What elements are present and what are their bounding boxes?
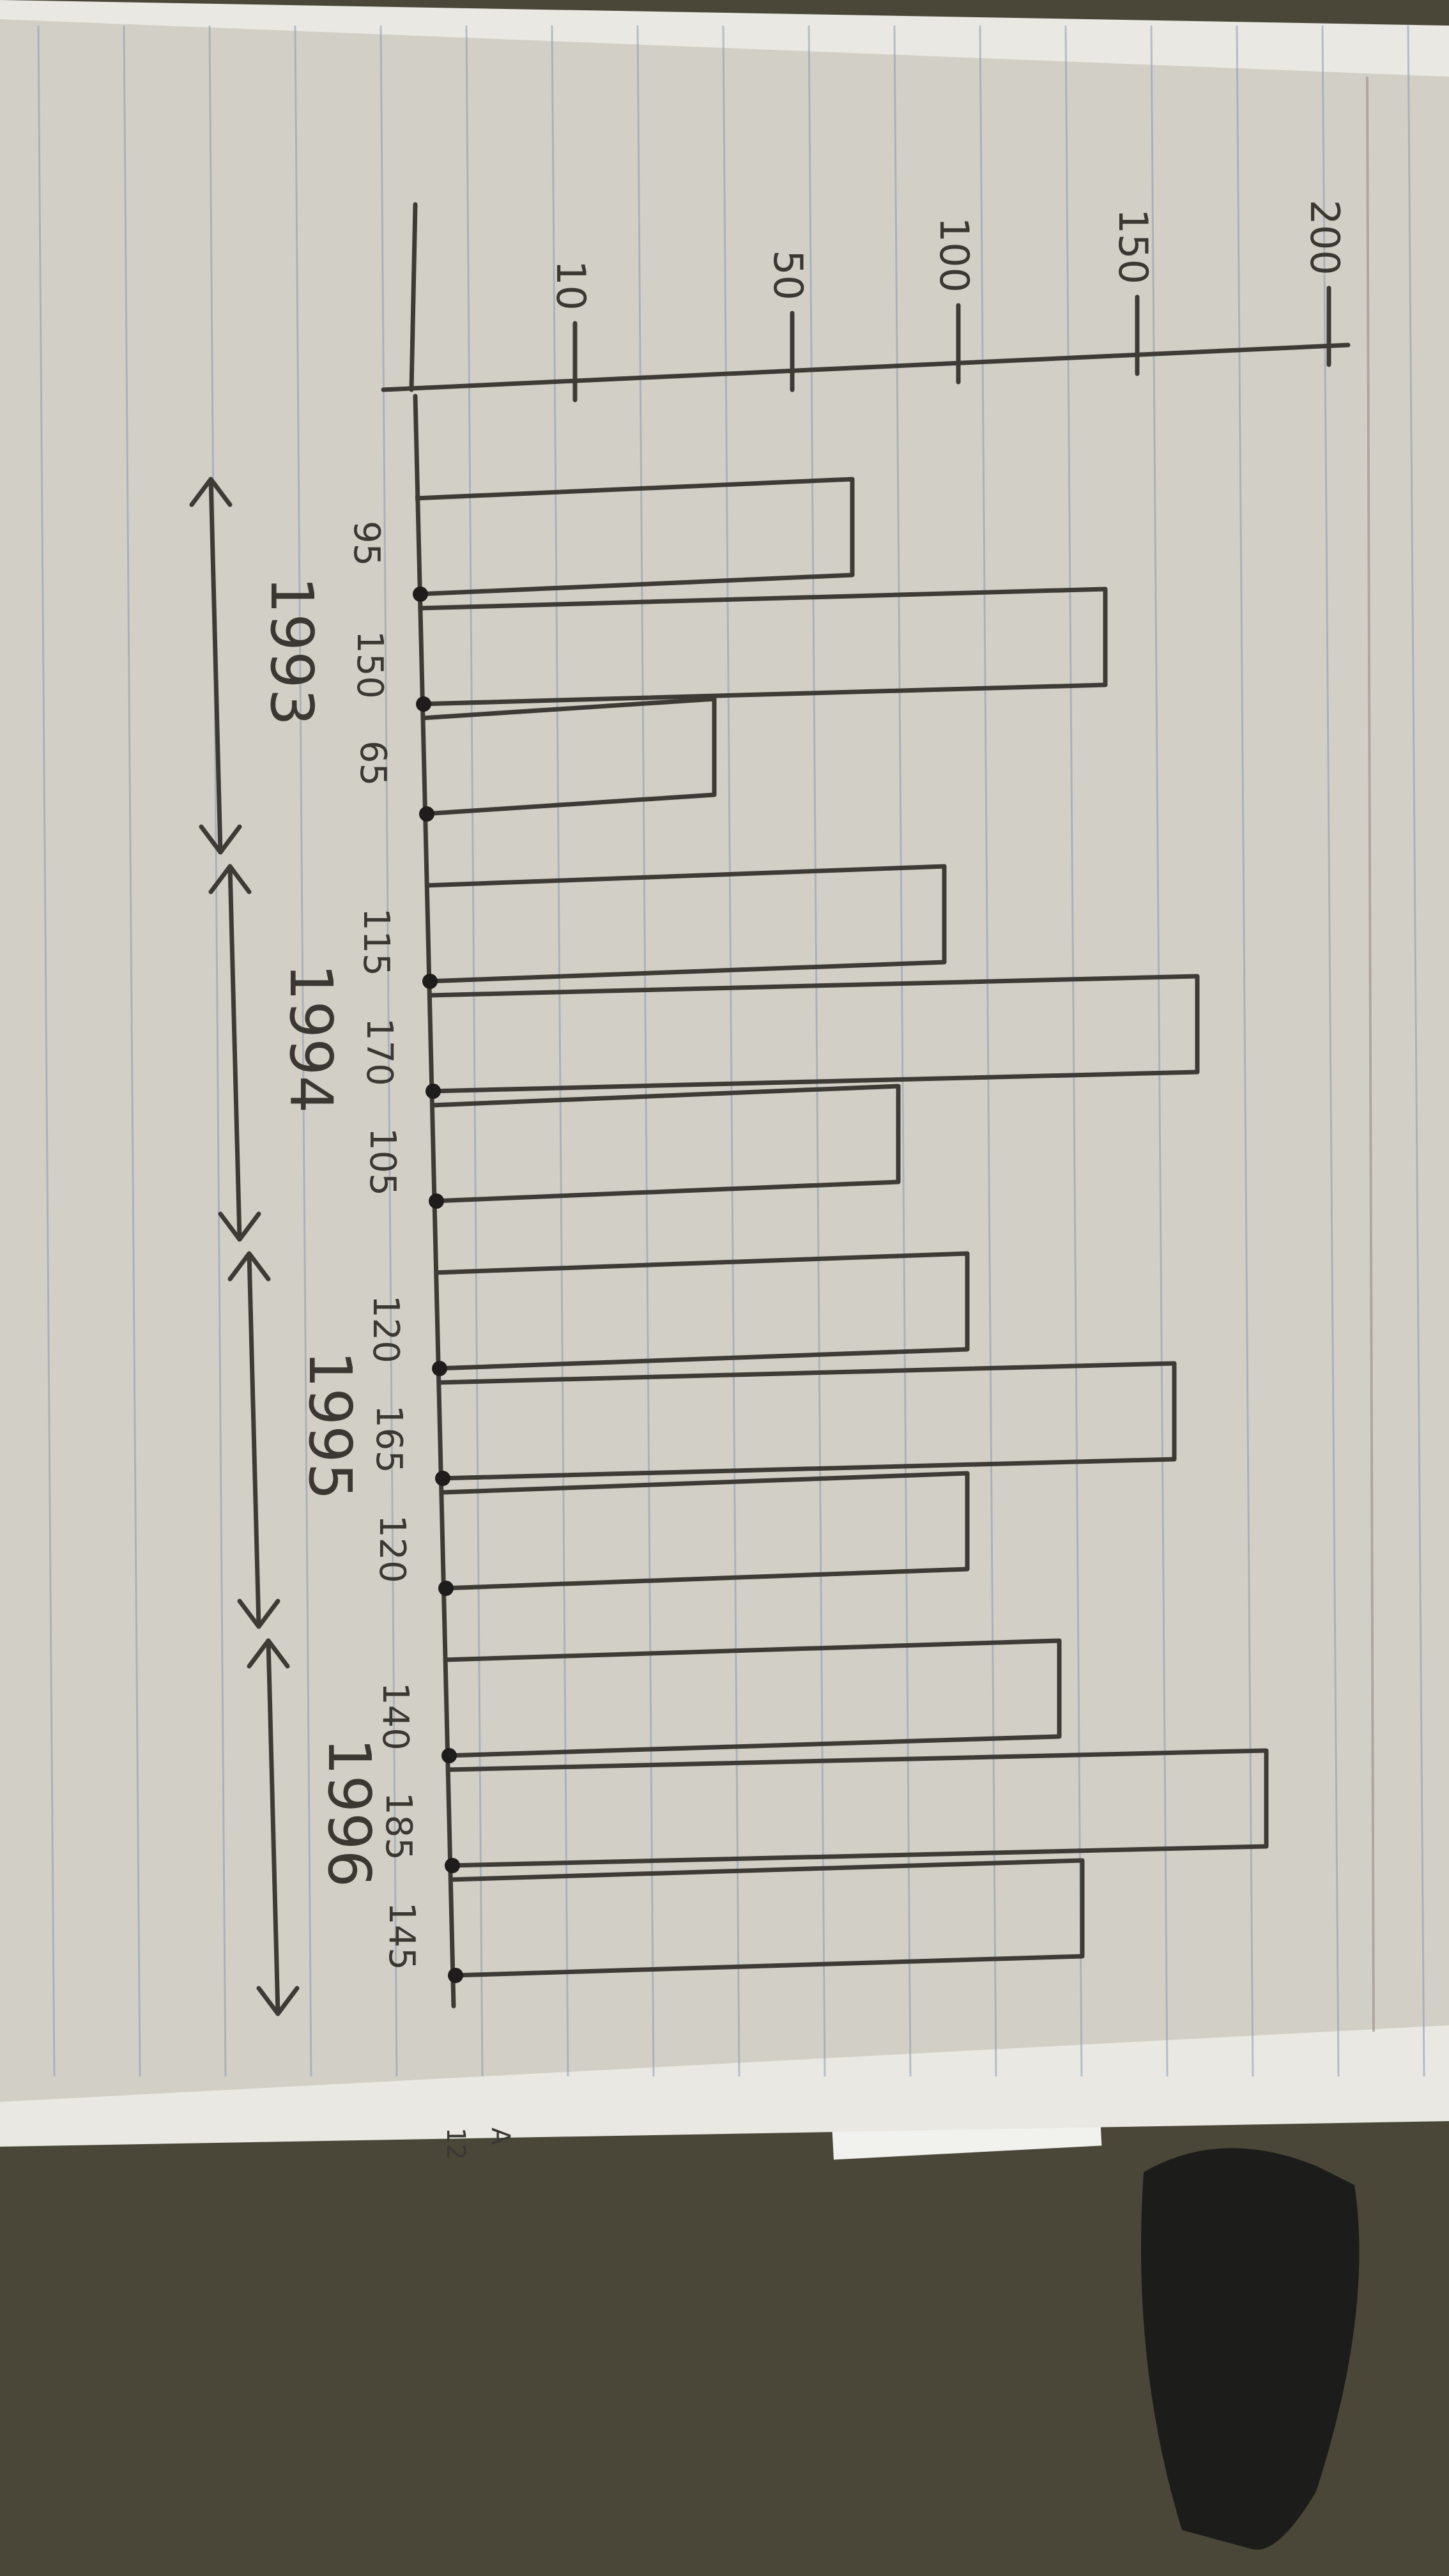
bar-value-label: 95 [346, 521, 387, 566]
ruled-line [551, 25, 569, 2077]
ruled-line [722, 25, 740, 2077]
bar-base-dot [432, 1361, 447, 1376]
ruled-line [465, 25, 484, 2077]
bar-base-dot [422, 974, 438, 989]
y-tick-label: 100 [931, 217, 977, 293]
bar-base-dot [416, 696, 431, 712]
value-axis-line [381, 342, 1351, 392]
year-span-arrow-end [237, 1598, 280, 1629]
bar-value-label: 140 [374, 1682, 416, 1751]
y-tick-label: 200 [1301, 200, 1348, 275]
y-tick-label: 50 [765, 250, 811, 300]
ruled-lines [37, 25, 1425, 2077]
bar-value-label: 120 [365, 1295, 406, 1363]
year-span-arrow-start [189, 477, 233, 507]
year-span-arrow-end [218, 1211, 261, 1242]
bar-value-label: 150 [349, 631, 390, 699]
bar-base-dot [448, 1968, 463, 1983]
y-axis-ticks: 10 50 100 150 200 [548, 200, 1348, 402]
bar-value-label: 115 [355, 908, 397, 976]
bar-chart: 10 50 100 150 200 95150651151701051201651201… [189, 200, 1351, 2016]
year-span-line [266, 1638, 280, 2016]
ruled-line [1064, 25, 1083, 2077]
year-span-arrow-start [208, 864, 252, 894]
year-span-arrow-start [247, 1638, 290, 1669]
bar-value-label: 170 [358, 1018, 400, 1086]
ruled-line [636, 25, 655, 2077]
axis-extension [409, 202, 418, 392]
ruled-line [1321, 25, 1340, 2077]
bar [434, 1251, 970, 1371]
bar-base-dot [441, 1748, 457, 1763]
bar [424, 864, 947, 984]
ruled-line [979, 25, 997, 2077]
margin-note-line1: A [486, 2128, 515, 2145]
margin-note: A 12 [441, 2128, 515, 2160]
bar [431, 1084, 901, 1204]
year-label: 1996 [315, 1738, 383, 1887]
bar-base-dot [445, 1858, 460, 1873]
ruled-line [1407, 25, 1425, 2077]
bar-base-dot [425, 1084, 441, 1099]
bars [413, 477, 1269, 1983]
year-label: 1994 [277, 963, 345, 1113]
year-span-arrow-end [256, 1986, 300, 2016]
bar-value-label: 165 [368, 1405, 410, 1473]
ruled-line [379, 25, 398, 2077]
bar [437, 1361, 1177, 1481]
bar-value-label: 185 [378, 1792, 419, 1860]
bar-value-labels: 95 150 65 115 170 105 120 165 120 140 185 145 [346, 521, 422, 1970]
ruled-line [1236, 25, 1254, 2077]
year-span-line [208, 477, 223, 855]
bar-value-label: 145 [381, 1902, 422, 1970]
dark-object [1141, 2148, 1360, 2550]
year-span-arrow-start [227, 1251, 271, 1282]
bar-base-dot [419, 806, 434, 822]
bar-base-dot [435, 1471, 450, 1486]
year-span-line [227, 864, 242, 1242]
bar-value-label: 65 [352, 740, 394, 786]
bar-base-dot [413, 586, 428, 602]
bar [421, 696, 717, 816]
ruled-line [123, 25, 141, 2077]
year-span-arrow-end [199, 824, 242, 855]
ruled-line [808, 25, 826, 2077]
year-groups: 1993 1994 1995 1996 [189, 477, 383, 2016]
bar [440, 1471, 970, 1591]
bar-value-label: 120 [371, 1515, 413, 1583]
year-label: 1995 [296, 1351, 364, 1500]
ruled-line [37, 25, 56, 2077]
bar [450, 1858, 1085, 1978]
ruled-line [294, 25, 312, 2077]
y-tick-label: 10 [548, 260, 594, 310]
ruled-line [208, 25, 227, 2077]
year-span-line [247, 1251, 261, 1629]
bar-value-label: 105 [362, 1128, 403, 1196]
bar [443, 1638, 1062, 1758]
notebook-page [0, 0, 1449, 2147]
bar [427, 974, 1200, 1094]
margin-note-line2: 12 [441, 2128, 470, 2160]
y-tick-label: 150 [1110, 209, 1156, 284]
margin-line [1366, 76, 1375, 2032]
year-label: 1993 [257, 576, 326, 726]
ruled-line [1150, 25, 1169, 2077]
bar [418, 586, 1108, 707]
bar [415, 477, 855, 597]
bar-base-dot [429, 1193, 444, 1209]
bar [447, 1748, 1269, 1868]
bar-base-dot [438, 1581, 454, 1596]
